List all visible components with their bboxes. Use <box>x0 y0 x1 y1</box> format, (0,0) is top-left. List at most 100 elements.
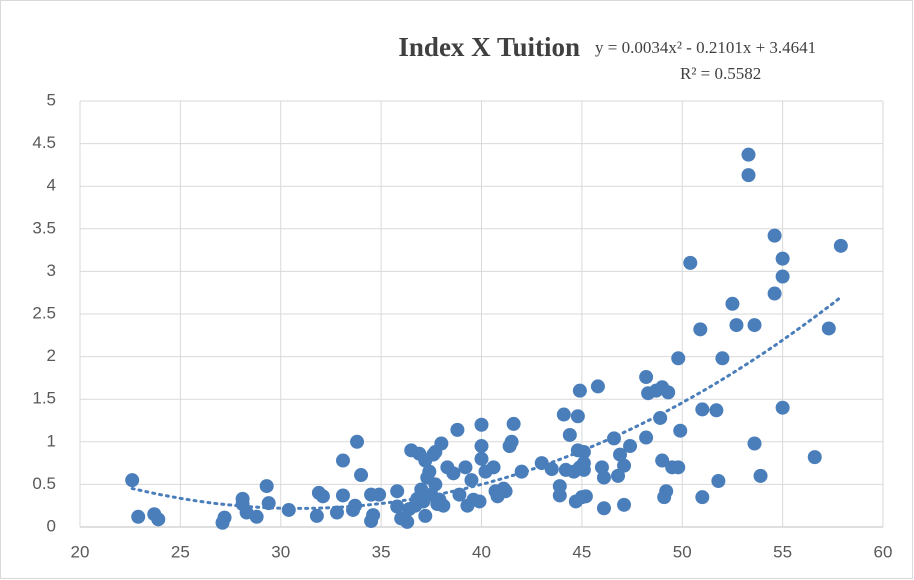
y-tick-label: 4 <box>47 176 56 195</box>
point <box>422 464 437 479</box>
point <box>807 450 822 465</box>
point <box>474 451 489 466</box>
y-tick-label: 3.5 <box>32 218 56 237</box>
point <box>767 286 782 301</box>
point <box>695 402 710 417</box>
point <box>655 453 670 468</box>
point <box>390 484 405 499</box>
point <box>639 370 654 385</box>
point <box>711 473 726 488</box>
point <box>428 477 443 492</box>
point <box>125 473 140 488</box>
x-tick-label: 20 <box>71 542 90 561</box>
point <box>354 468 369 483</box>
point <box>315 489 330 504</box>
point <box>695 490 710 505</box>
point <box>446 466 461 481</box>
point <box>151 512 166 527</box>
point <box>709 403 724 418</box>
x-tick-label: 60 <box>874 542 893 561</box>
point <box>281 502 296 517</box>
point <box>747 318 762 333</box>
point <box>753 468 768 483</box>
chart-title: Index X Tuition <box>398 32 580 62</box>
x-tick-label: 30 <box>271 542 290 561</box>
point <box>596 501 611 516</box>
point <box>131 509 146 524</box>
point <box>715 351 730 366</box>
point <box>570 409 585 424</box>
point <box>335 453 350 468</box>
point <box>833 238 848 253</box>
y-tick-label: 2 <box>47 346 56 365</box>
point <box>434 436 449 451</box>
point <box>671 351 686 366</box>
point <box>613 447 628 462</box>
point <box>249 509 264 524</box>
y-tick-label: 3 <box>47 261 56 280</box>
point <box>775 251 790 266</box>
x-tick-label: 45 <box>572 542 591 561</box>
point <box>474 417 489 432</box>
point <box>572 383 587 398</box>
point <box>390 499 405 514</box>
point <box>741 147 756 162</box>
y-tick-label: 1.5 <box>32 389 56 408</box>
y-tick-label: 2.5 <box>32 303 56 322</box>
point <box>767 228 782 243</box>
x-tick-label: 35 <box>372 542 391 561</box>
point <box>436 498 451 513</box>
point <box>217 510 232 525</box>
point <box>556 407 571 422</box>
point <box>623 439 638 454</box>
y-tick-label: 1 <box>47 431 56 450</box>
point <box>578 489 593 504</box>
point <box>450 422 465 437</box>
point <box>472 494 487 509</box>
point <box>372 487 387 502</box>
point <box>562 427 577 442</box>
point <box>452 487 467 502</box>
point <box>747 436 762 451</box>
point <box>671 460 686 475</box>
x-tick-label: 55 <box>773 542 792 561</box>
point <box>683 255 698 270</box>
point <box>350 434 365 449</box>
point <box>611 468 626 483</box>
point <box>596 470 611 485</box>
point <box>673 423 688 438</box>
y-tick-label: 0.5 <box>32 474 56 493</box>
trendline <box>130 295 843 510</box>
point <box>464 473 479 488</box>
point <box>775 400 790 415</box>
point <box>506 416 521 431</box>
y-tick-label: 0 <box>47 516 56 535</box>
r-squared: R² = 0.5582 <box>680 64 761 83</box>
point <box>418 508 433 523</box>
point <box>366 508 381 523</box>
point <box>653 410 668 425</box>
trendline-equation: y = 0.0034x² - 0.2101x + 3.4641 <box>595 38 816 57</box>
point <box>335 488 350 503</box>
point <box>400 514 415 529</box>
point <box>775 269 790 284</box>
point <box>458 460 473 475</box>
point <box>590 379 605 394</box>
y-tick-label: 5 <box>47 90 56 109</box>
point <box>576 462 591 477</box>
point <box>693 322 708 337</box>
point <box>729 318 744 333</box>
point <box>552 488 567 503</box>
point <box>486 460 501 475</box>
point <box>514 464 529 479</box>
point <box>741 168 756 183</box>
point <box>498 484 513 499</box>
x-tick-label: 25 <box>171 542 190 561</box>
point <box>661 385 676 400</box>
point <box>617 458 632 473</box>
point <box>617 497 632 512</box>
point <box>259 479 274 494</box>
point <box>309 508 324 523</box>
point <box>474 439 489 454</box>
